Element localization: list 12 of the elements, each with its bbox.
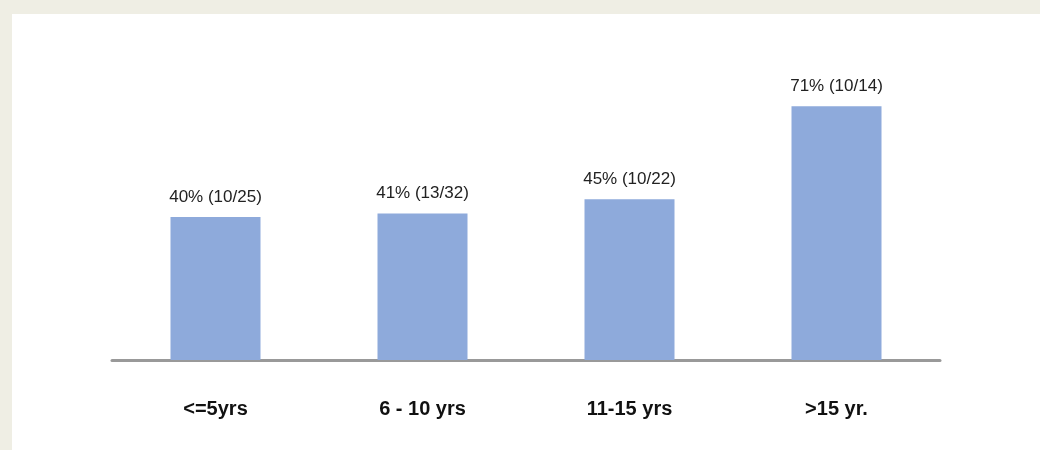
bar (170, 217, 261, 360)
x-tick-label: >15 yr. (805, 397, 868, 419)
data-label: 45% (10/22) (583, 169, 676, 189)
bar (377, 213, 468, 360)
bar (584, 199, 675, 360)
x-tick-label: 11-15 yrs (586, 397, 673, 419)
bar (791, 106, 882, 360)
data-label: 41% (13/32) (376, 183, 469, 203)
data-label: 71% (10/14) (790, 76, 883, 96)
x-tick-label: 6 - 10 yrs (379, 397, 466, 419)
x-tick-label: <=5yrs (183, 397, 248, 419)
data-label: 40% (10/25) (169, 187, 262, 206)
